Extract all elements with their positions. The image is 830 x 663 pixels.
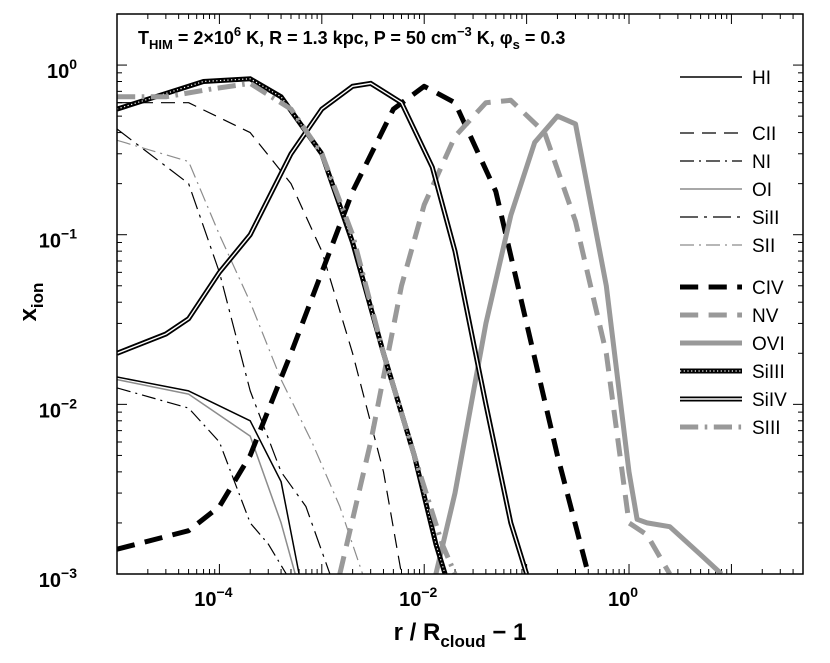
legend-label: CIV — [752, 278, 784, 299]
legend-item-sii: SII — [680, 236, 775, 257]
legend-label: NV — [752, 306, 779, 327]
legend-item-ni: NI — [680, 152, 771, 173]
legend: HI CII NI OI SiII SII CIV NV OVI SiIII SiIV SIII — [680, 68, 787, 439]
legend-label: OI — [752, 180, 772, 201]
y-tick-labels: 100 10−1 10−2 10−3 — [39, 56, 77, 592]
series-siii — [117, 80, 458, 574]
series-cii — [117, 102, 403, 574]
legend-label: SiII — [752, 208, 779, 229]
legend-item-oi: OI — [680, 180, 772, 201]
legend-label: OVI — [752, 334, 785, 355]
series-nv — [337, 97, 672, 574]
plot-area — [117, 14, 803, 574]
x-tick-label: 100 — [608, 584, 638, 611]
legend-item-cii: CII — [680, 124, 776, 145]
legend-item-nv: NV — [680, 306, 779, 327]
y-axis-label: xion — [15, 283, 47, 322]
legend-label: SII — [752, 236, 775, 257]
series-siiv-inner — [117, 82, 528, 574]
x-tick-label: 10−2 — [399, 584, 437, 611]
x-tick-labels: 10−4 10−2 100 — [194, 584, 638, 611]
legend-label: SiIV — [752, 390, 787, 411]
y-tick-label: 100 — [47, 56, 77, 83]
y-tick-label: 10−2 — [39, 395, 77, 422]
y-tick-label: 10−3 — [39, 565, 77, 592]
legend-label: HI — [752, 68, 771, 89]
legend-item-ovi: OVI — [680, 334, 785, 355]
legend-label: SIII — [752, 418, 781, 439]
series-oi — [117, 378, 296, 574]
legend-item-siiii: SiIII — [680, 362, 785, 383]
legend-label: CII — [752, 124, 776, 145]
y-tick-label: 10−1 — [39, 226, 77, 253]
series-civ — [117, 83, 591, 574]
legend-item-siiv: SiIV — [680, 390, 787, 411]
series-hi — [117, 376, 300, 574]
legend-label: NI — [752, 152, 771, 173]
series-ovi — [433, 113, 724, 574]
series-sii — [117, 139, 364, 574]
legend-item-civ: CIV — [680, 278, 784, 299]
legend-item-siii: SiII — [680, 208, 779, 229]
legend-item-hi: HI — [680, 68, 771, 89]
x-tick-label: 10−4 — [194, 584, 232, 611]
plot-frame — [116, 13, 804, 575]
legend-item-siii: SIII — [680, 418, 781, 439]
series-layer — [117, 76, 724, 574]
legend-label: SiIII — [752, 362, 785, 383]
x-axis-label: r / Rcloud − 1 — [394, 619, 527, 651]
series-siii — [117, 128, 331, 574]
chart-title: THIM = 2×106 K, R = 1.3 kpc, P = 50 cm−3… — [138, 24, 565, 52]
series-ni — [117, 387, 287, 574]
